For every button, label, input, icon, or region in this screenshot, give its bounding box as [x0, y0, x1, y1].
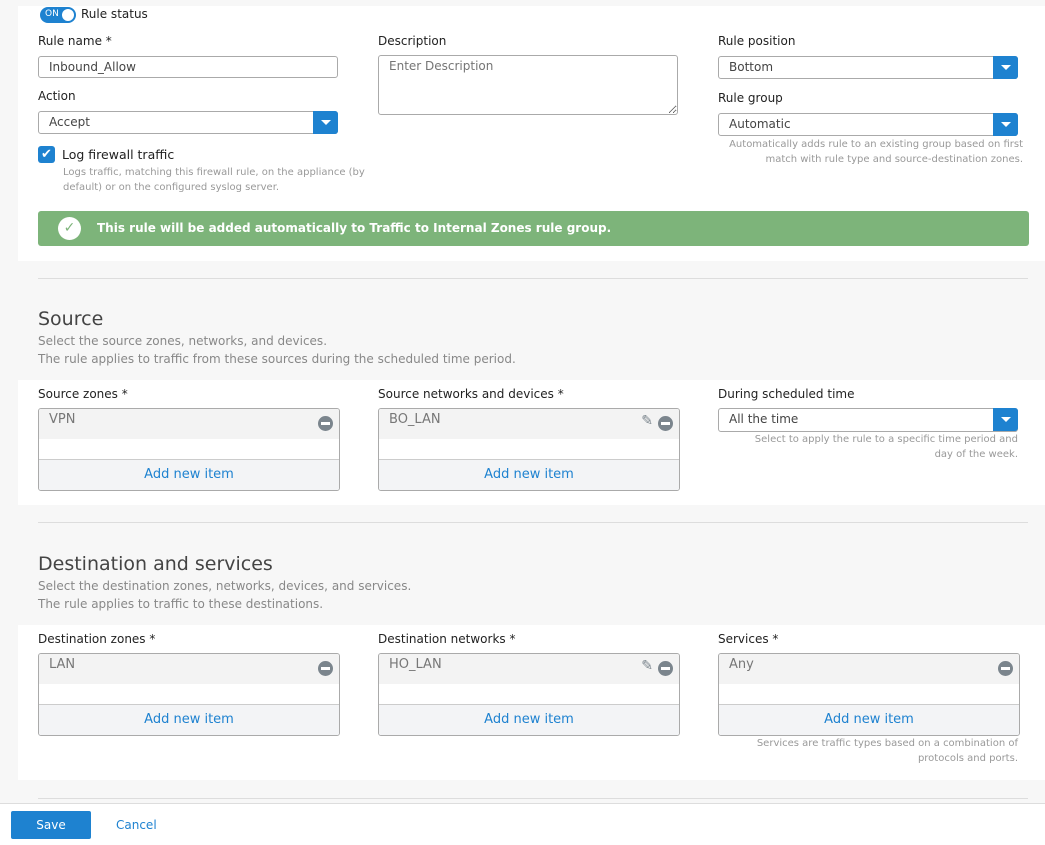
rule-name-label: Rule name * [38, 34, 112, 48]
source-description: Select the source zones, networks, and d… [38, 332, 516, 368]
log-traffic-label: Log firewall traffic [62, 147, 175, 162]
add-new-item-button[interactable]: Add new item [719, 704, 1019, 735]
source-networks-label: Source networks and devices * [378, 387, 564, 401]
rule-position-label: Rule position [718, 34, 796, 48]
help-line: match with rule type and source-destinat… [765, 154, 1023, 165]
destination-zones-label: Destination zones * [38, 632, 156, 646]
source-zones-label: Source zones * [38, 387, 128, 401]
rule-status-toggle[interactable]: ON [40, 7, 76, 23]
item-label: Any [729, 657, 754, 672]
source-zones-list: VPN Add new item [38, 408, 340, 491]
add-new-item-button[interactable]: Add new item [379, 459, 679, 490]
help-line: Services are traffic types based on a co… [756, 738, 1018, 749]
help-line: default) or on the configured syslog ser… [63, 182, 280, 193]
divider [38, 278, 1028, 279]
remove-icon[interactable] [318, 661, 333, 676]
services-help: Services are traffic types based on a co… [757, 736, 1018, 766]
destination-description: Select the destination zones, networks, … [38, 577, 411, 613]
action-label: Action [38, 89, 76, 103]
help-line: day of the week. [934, 449, 1018, 460]
add-new-item-button[interactable]: Add new item [379, 704, 679, 735]
services-label: Services * [718, 632, 779, 646]
banner-text: This rule will be added automatically to… [97, 221, 612, 235]
toggle-knob [62, 9, 74, 21]
chevron-down-icon [993, 56, 1018, 79]
log-traffic-checkbox[interactable]: ✔ [38, 146, 55, 163]
pencil-icon[interactable]: ✎ [641, 413, 653, 429]
source-networks-list: BO_LAN ✎ Add new item [378, 408, 680, 491]
help-line: Automatically adds rule to an existing g… [729, 139, 1023, 150]
add-new-item-button[interactable]: Add new item [39, 459, 339, 490]
log-traffic-help: Logs traffic, matching this firewall rul… [63, 165, 365, 195]
destination-networks-label: Destination networks * [378, 632, 516, 646]
list-item: VPN [39, 409, 339, 439]
item-label: LAN [49, 657, 76, 672]
rule-group-value: Automatic [729, 117, 791, 131]
services-list: Any Add new item [718, 653, 1020, 736]
add-new-item-button[interactable]: Add new item [39, 704, 339, 735]
auto-group-banner: ✓ This rule will be added automatically … [38, 211, 1029, 246]
item-label: BO_LAN [389, 412, 441, 427]
help-line: Logs traffic, matching this firewall rul… [63, 167, 365, 178]
rule-group-label: Rule group [718, 91, 783, 105]
help-line: Select to apply the rule to a specific t… [754, 434, 1018, 445]
list-item: LAN [39, 654, 339, 684]
help-line: protocols and ports. [917, 753, 1018, 764]
item-label: HO_LAN [389, 657, 442, 672]
schedule-help: Select to apply the rule to a specific t… [755, 432, 1018, 462]
desc-line: Select the destination zones, networks, … [38, 579, 412, 593]
action-value: Accept [49, 115, 90, 129]
schedule-select[interactable]: All the time [718, 408, 1018, 432]
desc-line: Select the source zones, networks, and d… [38, 334, 328, 348]
chevron-down-icon [993, 408, 1018, 431]
cancel-button[interactable]: Cancel [116, 818, 157, 832]
save-button[interactable]: Save [11, 811, 91, 839]
remove-icon[interactable] [658, 416, 673, 431]
chevron-down-icon [313, 111, 338, 134]
check-circle-icon: ✓ [58, 217, 81, 240]
schedule-label: During scheduled time [718, 387, 855, 401]
source-title: Source [38, 308, 104, 330]
divider [38, 798, 1028, 799]
schedule-value: All the time [729, 412, 799, 426]
rule-group-help: Automatically adds rule to an existing g… [729, 137, 1023, 167]
rule-status-label: Rule status [81, 7, 148, 21]
divider [38, 522, 1028, 523]
remove-icon[interactable] [658, 661, 673, 676]
rule-name-input[interactable]: Inbound_Allow [38, 56, 338, 78]
destination-title: Destination and services [38, 553, 273, 575]
list-item: BO_LAN ✎ [379, 409, 679, 439]
desc-line: The rule applies to traffic from these s… [38, 352, 516, 366]
action-select[interactable]: Accept [38, 111, 338, 134]
list-item: HO_LAN ✎ [379, 654, 679, 684]
rule-group-select[interactable]: Automatic [718, 113, 1018, 136]
footer-bar [0, 803, 1045, 845]
remove-icon[interactable] [318, 416, 333, 431]
item-label: VPN [49, 412, 76, 427]
desc-line: The rule applies to traffic to these des… [38, 597, 324, 611]
destination-zones-list: LAN Add new item [38, 653, 340, 736]
chevron-down-icon [993, 113, 1018, 136]
destination-networks-list: HO_LAN ✎ Add new item [378, 653, 680, 736]
pencil-icon[interactable]: ✎ [641, 658, 653, 674]
rule-position-select[interactable]: Bottom [718, 56, 1018, 79]
remove-icon[interactable] [998, 661, 1013, 676]
rule-position-value: Bottom [729, 60, 774, 74]
description-label: Description [378, 34, 447, 48]
list-item: Any [719, 654, 1019, 684]
description-textarea[interactable] [378, 55, 678, 115]
